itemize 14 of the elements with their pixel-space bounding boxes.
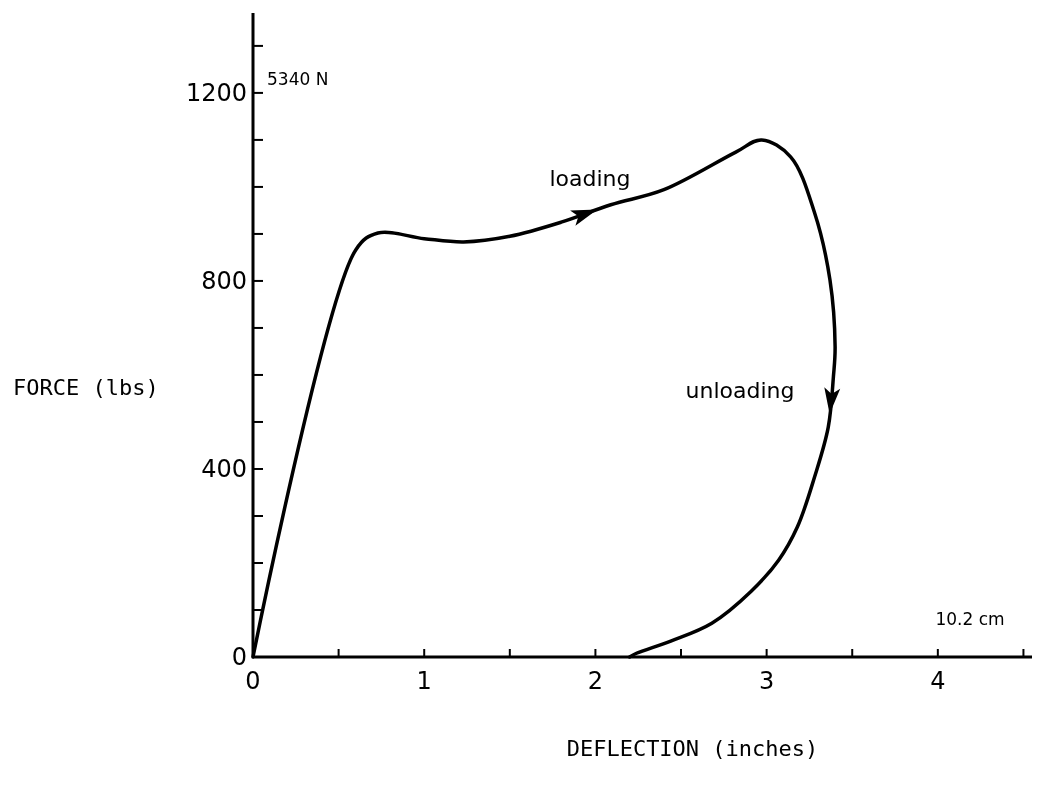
annotation: loading bbox=[549, 165, 631, 191]
annotation: unloading bbox=[685, 377, 795, 403]
y-tick-label: 1200 bbox=[185, 79, 247, 108]
x-tick-label: 3 bbox=[758, 667, 775, 695]
y-tick-label: 0 bbox=[231, 643, 247, 672]
x-axis-title: DEFLECTION (inches) bbox=[566, 736, 819, 761]
annotation: 10.2 cm bbox=[935, 608, 1005, 629]
annotation: 5340 N bbox=[267, 68, 329, 89]
x-tick-label: 4 bbox=[930, 667, 946, 695]
y-axis-title: FORCE (lbs) bbox=[13, 375, 159, 400]
y-tick-label: 800 bbox=[201, 267, 247, 296]
y-tick-label: 400 bbox=[201, 455, 247, 484]
x-tick-label: 2 bbox=[587, 667, 604, 695]
x-tick-label: 1 bbox=[416, 667, 432, 695]
